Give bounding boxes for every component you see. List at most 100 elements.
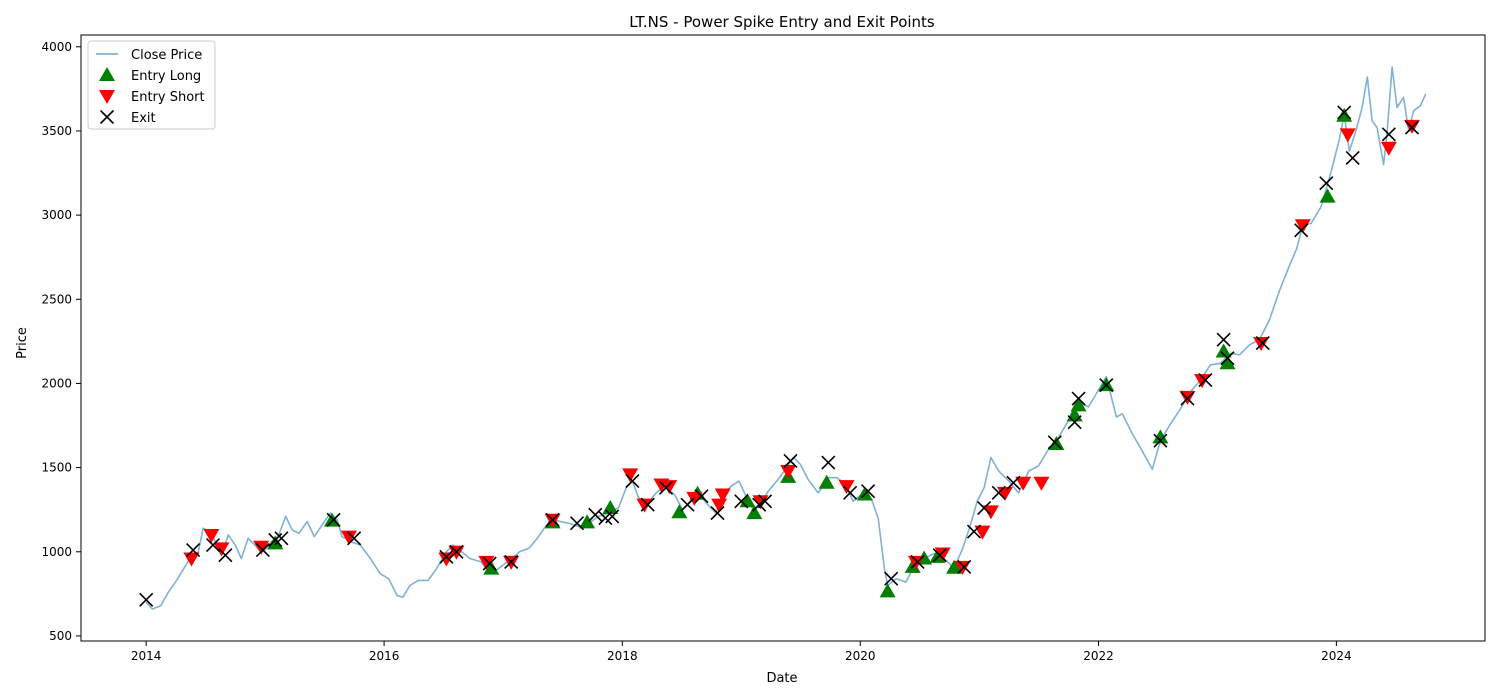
entry-short-marker [982,505,999,520]
plot-frame [80,34,1486,642]
entry-short-marker [714,488,731,503]
entry-long-marker [818,474,835,489]
entry-long-marker [946,559,963,574]
exit-marker [1198,373,1213,388]
entry-long-marker [671,504,688,519]
exit-marker [449,544,464,559]
entry-long-marker [579,514,596,529]
x-tick-label: 2014 [131,649,162,663]
exit-marker [139,592,154,607]
exit-marker [1071,391,1086,406]
exit-marker [932,548,947,563]
entry-short-marker [636,498,653,513]
exit-marker [734,494,749,509]
entry-short-marker [1015,476,1032,491]
legend-label: Entry Short [131,90,205,105]
entry-short-marker [1033,476,1050,491]
exit-marker [218,548,233,563]
x-tick-label: 2022 [1083,649,1114,663]
entry-short-marker [838,480,855,495]
exit-marker [1006,475,1021,490]
entry-short-marker [438,552,455,567]
entry-long-marker [267,535,284,550]
entry-long-marker [1152,429,1169,444]
x-tick-label: 2016 [369,649,400,663]
x-tick-label: 2018 [607,649,638,663]
entry-short-marker [974,525,991,540]
entry-long-marker [483,560,500,575]
exit-marker [1319,176,1334,191]
legend-exit-swatch [99,109,115,125]
exit-marker [1067,415,1082,430]
entry-short-marker [934,547,951,562]
exit-marker [1180,391,1195,406]
y-tick-label: 2000 [41,376,72,390]
exit-marker [1099,378,1114,393]
entry-long-marker [746,505,763,520]
exit-marker [860,484,876,499]
legend-label: Exit [131,111,156,126]
entry-short-marker [1380,141,1397,156]
x-axis-label: Date [766,671,797,686]
exit-marker [1047,435,1062,450]
exit-marker [569,516,585,531]
exit-marker [884,571,899,586]
y-tick-label: 1000 [41,545,72,559]
legend-long-swatch [99,67,115,81]
exit-marker [1255,335,1270,351]
y-tick-label: 500 [49,629,72,643]
legend-short-swatch [99,90,115,104]
entry-short-marker [780,464,797,479]
exit-marker [1345,150,1360,165]
exit-marker [658,480,674,495]
exit-marker [186,543,201,558]
y-tick-label: 4000 [41,40,72,54]
exit-marker [1220,351,1235,366]
exit-marker [957,559,972,574]
entry-long-marker [1215,343,1232,358]
exit-marker [545,512,560,527]
chart-title: LT.NS - Power Spike Entry and Exit Point… [629,13,935,31]
exit-marker [1294,223,1309,238]
legend-label: Close Price [131,48,202,63]
y-tick-label: 1500 [41,461,72,475]
exit-marker [758,494,773,509]
entry-long-marker [1070,397,1087,412]
exit-marker [843,485,858,500]
legend-label: Entry Long [131,69,201,84]
exit-marker [680,497,695,512]
exit-marker [710,506,725,521]
exit-marker [588,507,603,522]
exit-marker [625,474,640,489]
exit-marker [1216,332,1231,347]
legend-box [87,40,216,130]
exit-marker [326,512,341,527]
exit-marker [1337,105,1352,120]
exit-marker [205,537,221,553]
exit-marker [910,554,925,569]
entry-short-marker [340,530,357,545]
entry-short-marker [1194,374,1211,389]
exit-marker [1381,127,1396,142]
entry-long-marker [879,583,896,598]
entry-short-marker [622,468,639,483]
entry-short-marker [213,542,230,557]
entry-short-marker [478,555,495,570]
entry-short-marker [661,480,678,495]
entry-short-marker [711,498,728,513]
exit-marker [439,549,454,564]
exit-marker [274,531,289,546]
exit-marker [482,556,497,571]
exit-marker [1404,120,1420,135]
entry-long-marker [1336,107,1353,122]
exit-marker [977,500,992,516]
entry-long-marker [1219,355,1236,370]
plot-area [139,66,1427,610]
x-tick-label: 2024 [1321,649,1352,663]
exit-marker [605,509,620,524]
exit-marker [694,489,709,504]
y-tick-label: 3500 [41,124,72,138]
entry-short-marker [1339,128,1356,143]
